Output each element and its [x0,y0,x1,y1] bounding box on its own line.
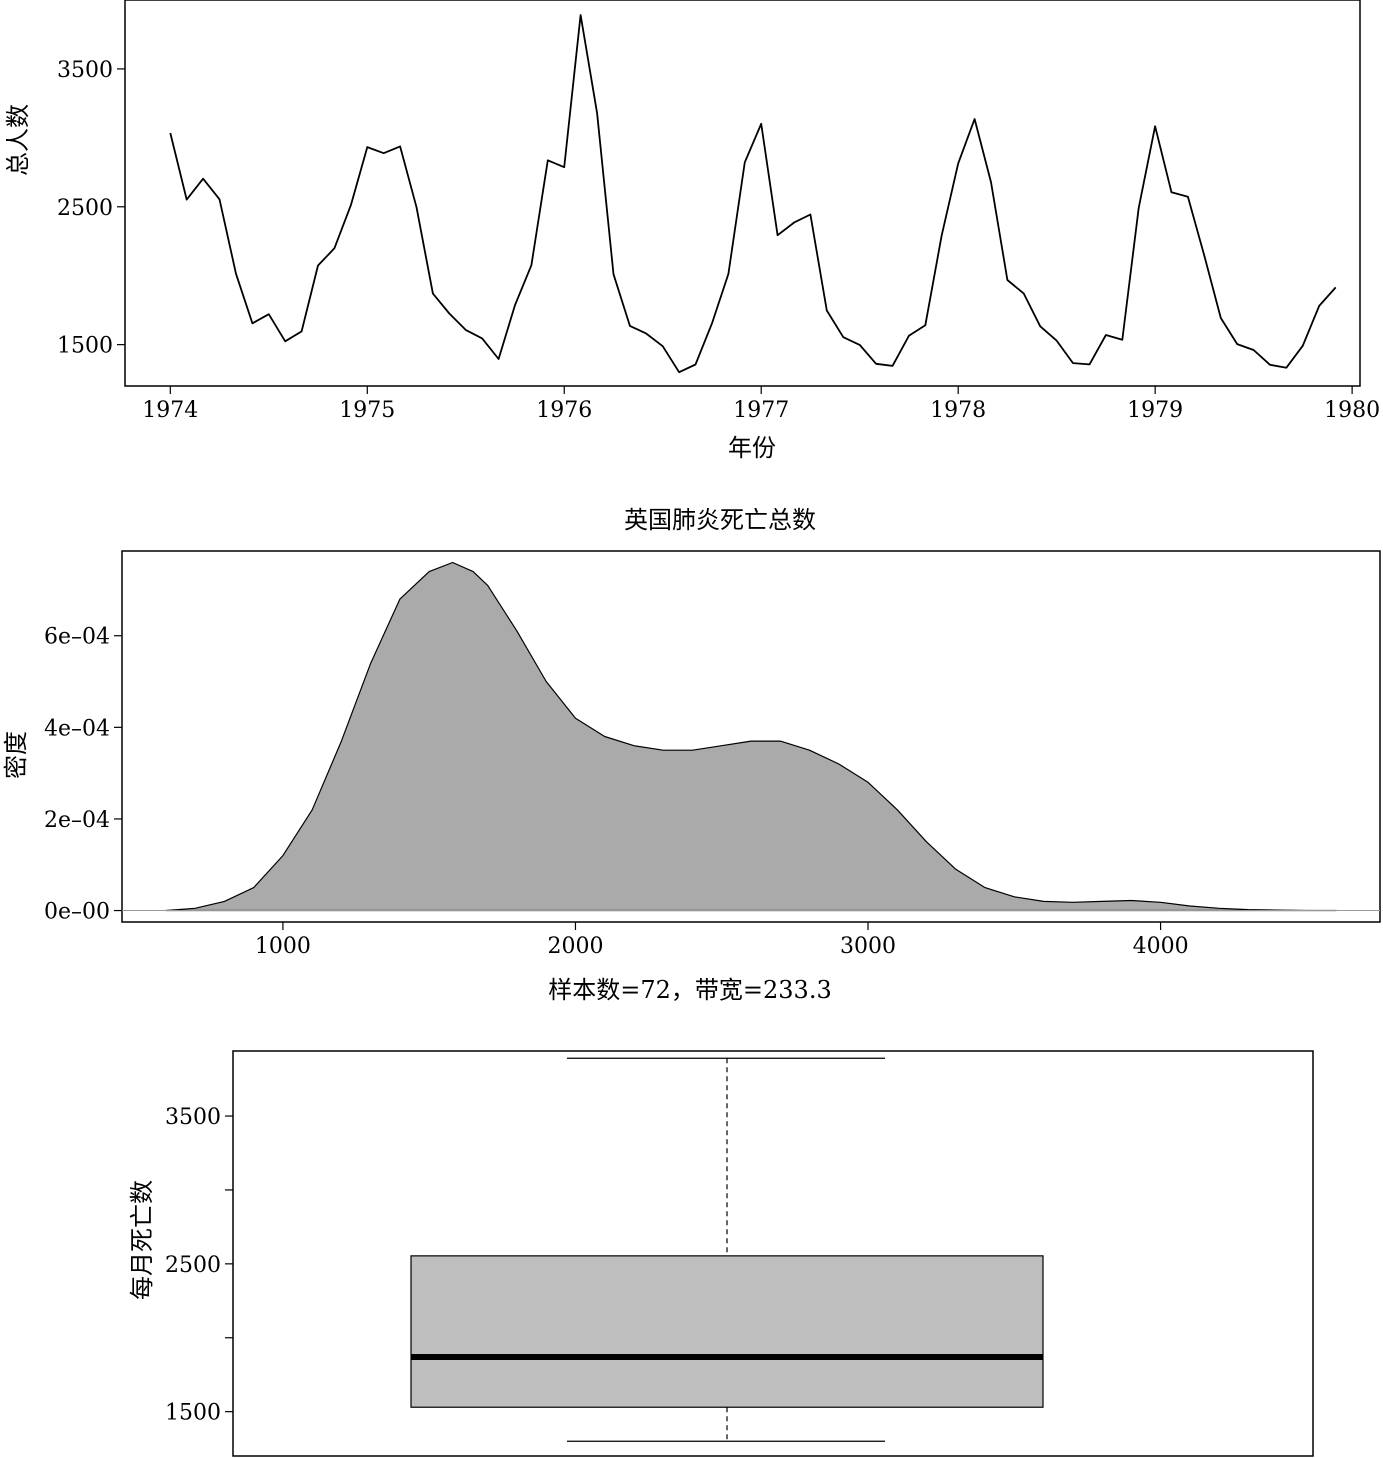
line-chart-plot [169,14,1337,374]
y-tick-label: 1500 [165,1401,221,1426]
y-tick-label: 0e–00 [44,900,110,925]
box-plot-plot [410,1057,1044,1442]
y-tick-label: 6e–04 [44,625,110,650]
y-tick-label: 3500 [165,1105,221,1130]
box-iqr [410,1255,1044,1408]
line-chart-x-axis-title: 年份 [728,434,776,462]
x-tick-label: 1979 [1127,398,1183,423]
density-area [165,561,1337,912]
y-tick-label: 1500 [57,334,113,359]
y-tick-label: 4e–04 [44,716,110,741]
x-tick-label: 2000 [547,934,603,959]
density-chart-frame [121,550,1381,923]
box-plot-y-axis-title: 每月死亡数 [128,1180,156,1300]
box-plot-panel: 1500 2500 3500 每月死亡数 [128,1050,1314,1457]
x-tick-label: 1000 [255,934,311,959]
density-chart-plot [122,561,1380,912]
x-tick-label: 1977 [733,398,789,423]
line-chart-frame [124,0,1361,387]
x-tick-label: 1975 [339,398,395,423]
y-tick-label: 2500 [57,196,113,221]
x-tick-label: 4000 [1133,934,1189,959]
box-plot-axes: 1500 2500 3500 [165,1105,233,1426]
box-plot-frame [232,1050,1314,1457]
density-chart-x-axis-title: 样本数=72，带宽=233.3 [548,976,831,1004]
series-line [169,14,1337,374]
line-chart-panel: 1974 1975 1976 1977 1978 1979 1980 1500 2500 3500… [4,0,1380,462]
density-chart-y-axis-title: 密度 [2,731,30,779]
x-tick-label: 1974 [142,398,198,423]
x-tick-label: 1976 [536,398,592,423]
x-tick-label: 1978 [930,398,986,423]
density-chart-axes: 1000 2000 3000 4000 0e–00 2e–04 4e–04 6e–04 [44,625,1189,959]
y-tick-label: 3500 [57,58,113,83]
density-chart-panel: 英国肺炎死亡总数 1000 2000 3000 4000 0e–00 2e–04 4e–04… [2,506,1381,1004]
x-tick-label: 1980 [1324,398,1380,423]
y-tick-label: 2500 [165,1253,221,1278]
y-tick-label: 2e–04 [44,808,110,833]
line-chart-y-axis-title: 总人数 [4,104,32,176]
x-tick-label: 3000 [840,934,896,959]
density-chart-title: 英国肺炎死亡总数 [624,506,816,534]
line-chart-axes: 1974 1975 1976 1977 1978 1979 1980 1500 2500 3500 [57,58,1380,423]
